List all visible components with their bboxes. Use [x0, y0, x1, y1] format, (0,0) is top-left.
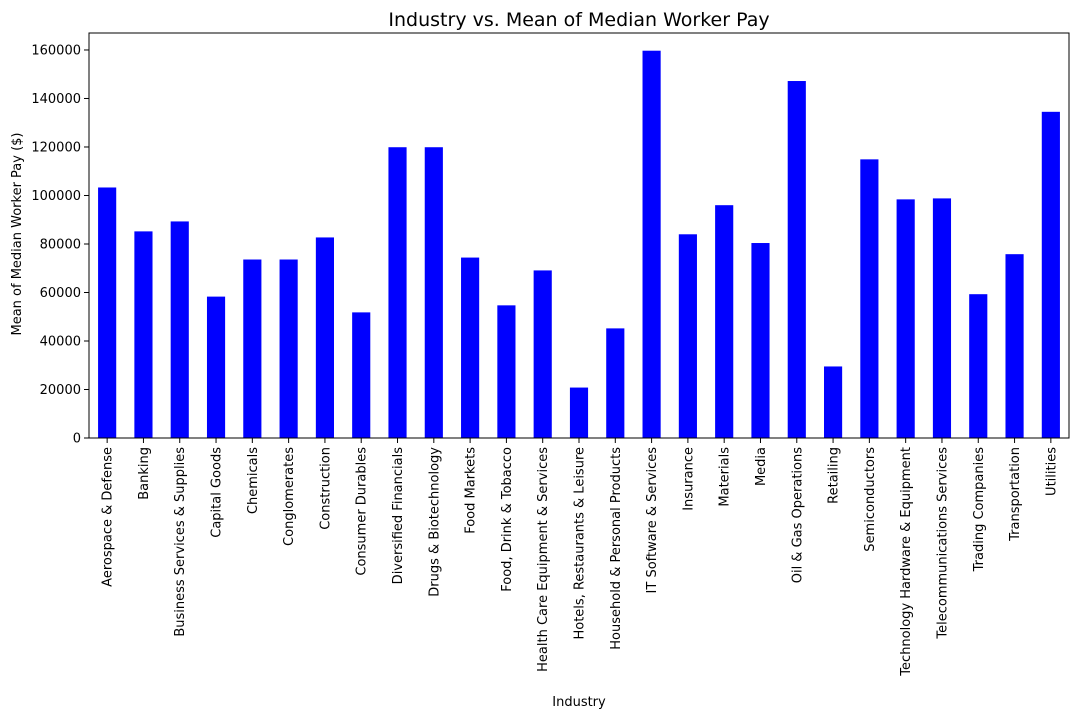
bar — [751, 243, 770, 438]
x-tick-label: Conglomerates — [282, 447, 297, 546]
y-tick-label: 40000 — [40, 334, 81, 349]
x-tick-label: Technology Hardware & Equipment — [899, 447, 914, 677]
bar — [388, 147, 407, 438]
bar — [606, 328, 625, 438]
x-tick-label: Materials — [718, 447, 733, 507]
bar — [461, 257, 480, 438]
x-tick-label: Construction — [318, 447, 333, 530]
bar — [569, 387, 589, 438]
x-tick-label: Household & Personal Products — [609, 447, 624, 650]
x-tick-label: Aerospace & Defense — [101, 447, 116, 587]
x-tick-label: Chemicals — [246, 447, 261, 514]
y-tick-label: 100000 — [31, 189, 81, 204]
x-tick-label: Diversified Financials — [391, 447, 406, 585]
x-tick-label: Telecommunications Services — [935, 447, 950, 640]
x-axis: Aerospace & Defense Banking Business Servi… — [101, 438, 1059, 677]
x-tick-label: Trading Companies — [972, 447, 987, 573]
plot-frame — [88, 32, 1070, 439]
y-tick-label: 20000 — [40, 383, 81, 398]
x-tick-label: Food, Drink & Tobacco — [500, 447, 515, 592]
bar — [932, 198, 952, 438]
y-tick-label: 60000 — [40, 286, 81, 301]
bar — [279, 259, 298, 438]
x-tick-label: Utilities — [1044, 447, 1059, 496]
y-tick-label: 160000 — [31, 43, 81, 58]
x-tick-label: Health Care Equipment & Services — [536, 447, 551, 672]
x-tick-label: IT Software & Services — [645, 447, 660, 594]
bar — [497, 305, 516, 438]
bar — [896, 199, 915, 438]
x-tick-label: Insurance — [681, 447, 696, 511]
x-tick-label: Semiconductors — [863, 447, 878, 552]
bar — [824, 366, 843, 438]
bar — [860, 159, 879, 439]
y-tick-label: 140000 — [31, 92, 81, 107]
bar — [533, 270, 552, 438]
bar — [206, 296, 226, 438]
bar — [678, 234, 697, 438]
chart-title: Industry vs. Mean of Median Worker Pay — [388, 9, 769, 31]
x-tick-label: Food Markets — [464, 447, 479, 534]
bar — [715, 205, 734, 438]
bar — [170, 221, 189, 438]
bar — [315, 237, 334, 438]
bar — [352, 312, 371, 438]
x-axis-label: Industry — [552, 695, 606, 710]
x-tick-label: Consumer Durables — [355, 447, 370, 576]
x-tick-label: Drugs & Biotechnology — [427, 447, 442, 597]
x-tick-label: Hotels, Restaurants & Leisure — [573, 447, 588, 640]
bar — [1005, 254, 1024, 438]
x-tick-label: Banking — [137, 447, 152, 500]
x-tick-label: Retailing — [827, 447, 842, 504]
bar — [243, 259, 262, 438]
bar — [969, 294, 988, 438]
x-tick-label: Media — [754, 447, 769, 486]
x-tick-label: Transportation — [1008, 447, 1023, 542]
x-tick-label: Business Services & Supplies — [173, 447, 188, 637]
y-axis-label: Mean of Median Worker Pay ($) — [10, 132, 25, 335]
bar — [1041, 111, 1060, 438]
bar — [134, 231, 153, 438]
bar-series — [98, 50, 1060, 439]
y-tick-label: 120000 — [31, 140, 81, 155]
bar — [787, 81, 806, 438]
y-tick-label: 80000 — [40, 237, 81, 252]
bar — [424, 147, 443, 438]
bar — [98, 187, 117, 438]
x-tick-label: Capital Goods — [210, 447, 225, 538]
y-axis: 0 20000 40000 60000 80000 100000 120000 140000 1… — [31, 43, 89, 447]
bar — [642, 50, 661, 439]
y-tick-label: 0 — [73, 432, 81, 447]
x-tick-label: Oil & Gas Operations — [790, 447, 805, 583]
